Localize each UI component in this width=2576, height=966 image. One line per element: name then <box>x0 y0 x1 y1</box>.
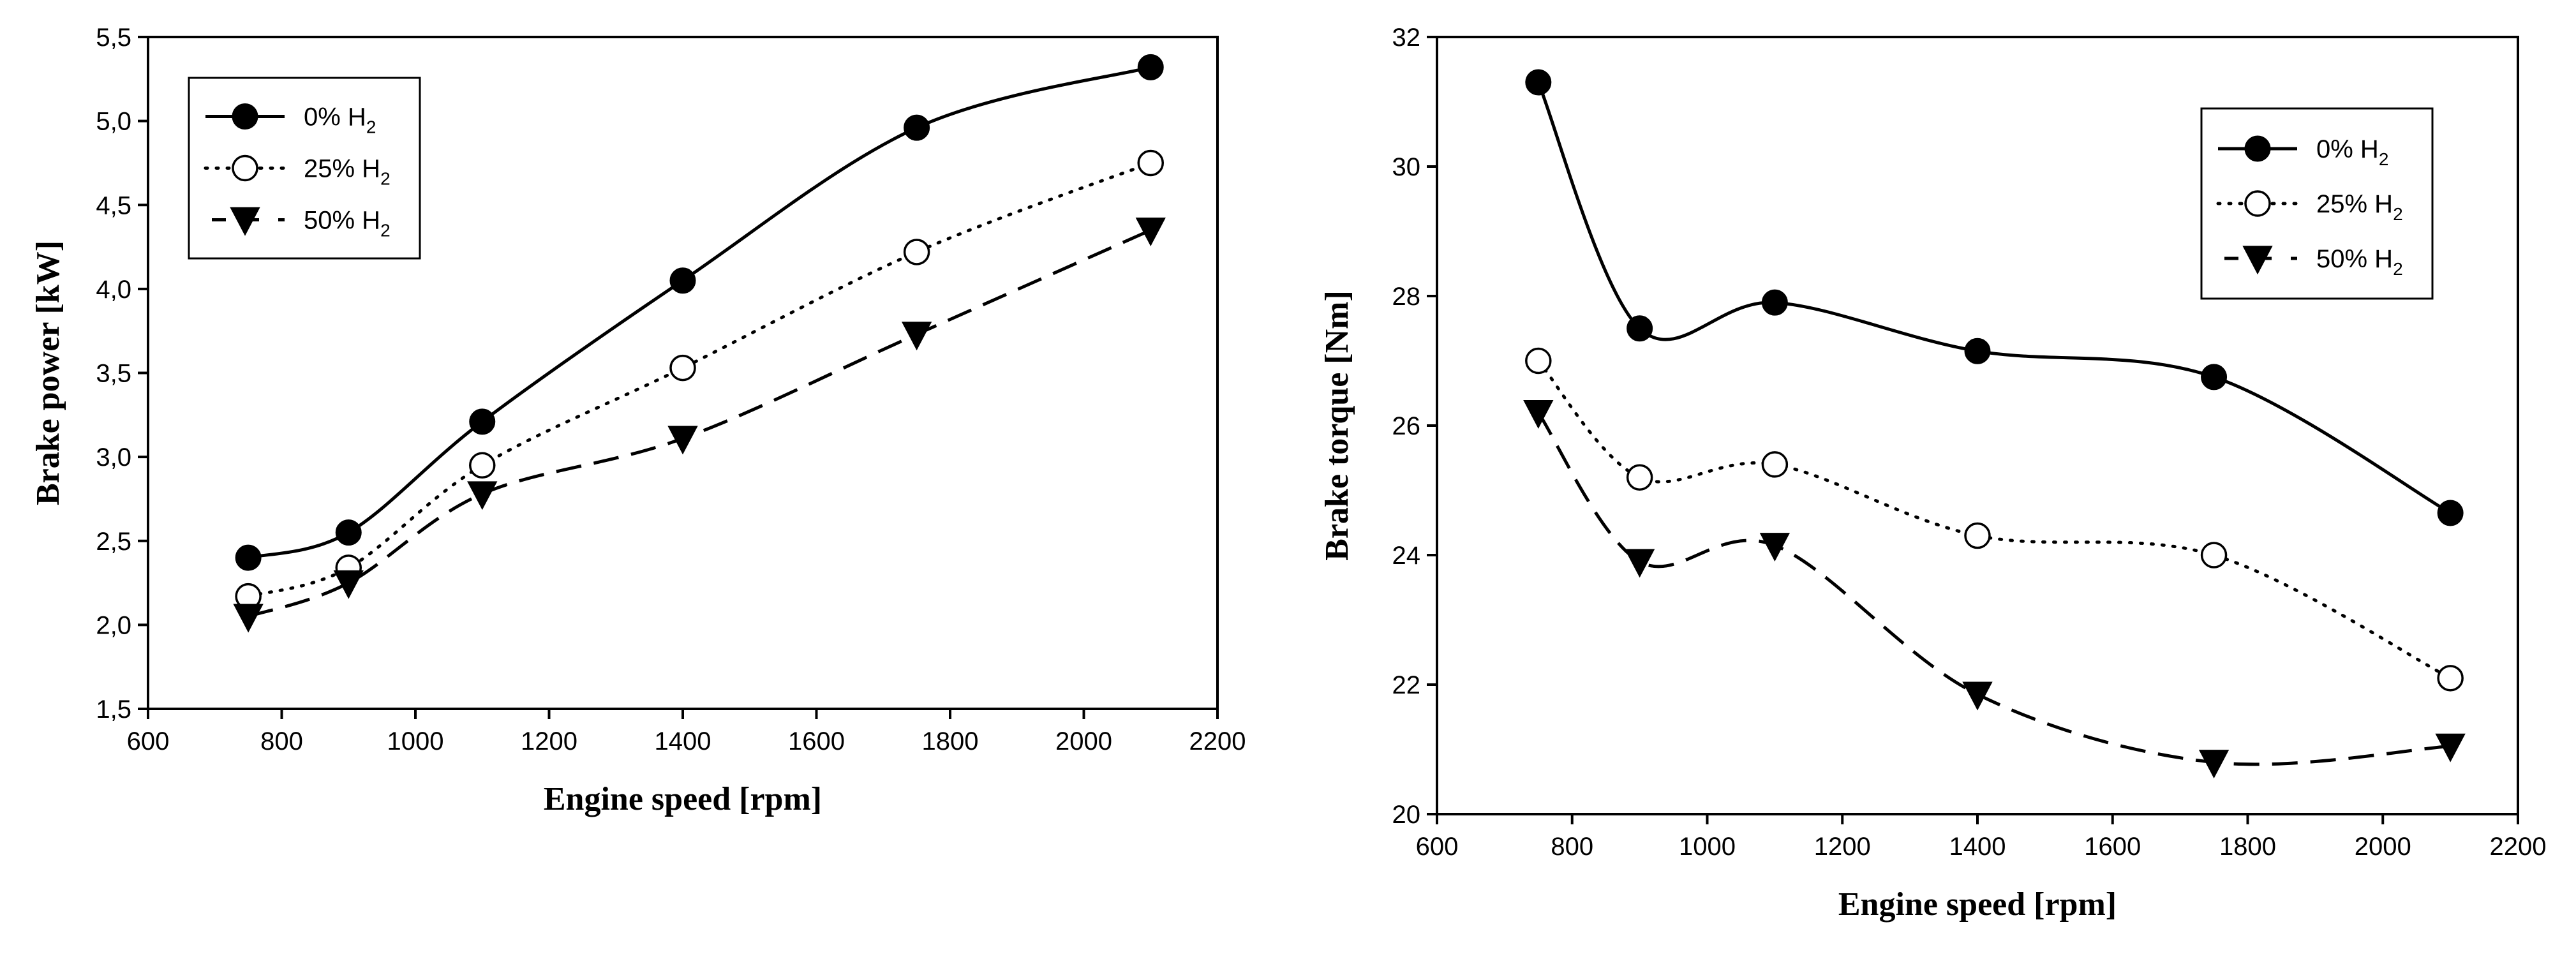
x-tick-label: 600 <box>127 727 170 755</box>
x-tick-label: 2200 <box>2490 833 2547 861</box>
legend-label-subscript: 2 <box>2379 149 2389 169</box>
data-point <box>2437 500 2464 526</box>
x-tick-label: 1800 <box>2219 833 2276 861</box>
data-point <box>1525 347 1552 375</box>
legend-label-subscript: 2 <box>2393 204 2403 224</box>
y-tick-label: 4,0 <box>96 276 131 304</box>
data-point <box>2201 364 2228 390</box>
series-2 <box>1523 400 2466 779</box>
series-line <box>248 228 1152 618</box>
y-tick-label: 2,0 <box>96 611 131 639</box>
x-tick-label: 1600 <box>788 727 845 755</box>
x-tick-label: 2200 <box>1189 727 1246 755</box>
y-tick-label: 24 <box>1392 542 1421 570</box>
x-axis-title: Engine speed [rpm] <box>1838 886 2117 923</box>
data-point <box>2435 733 2466 762</box>
data-point <box>233 604 264 633</box>
y-tick-label: 1,5 <box>96 695 131 724</box>
data-point <box>2437 665 2464 692</box>
x-tick-label: 1200 <box>1814 833 1871 861</box>
data-point <box>469 452 496 479</box>
y-tick-label: 5,5 <box>96 24 131 52</box>
legend-label-subscript: 2 <box>366 117 376 137</box>
x-tick-label: 600 <box>1416 833 1459 861</box>
data-point <box>335 519 362 546</box>
x-tick-label: 2000 <box>1055 727 1112 755</box>
series-line <box>1537 412 2451 766</box>
y-axis-title: Brake power [kW] <box>30 241 66 505</box>
data-point <box>2198 750 2230 779</box>
legend-marker <box>2244 190 2271 217</box>
data-point <box>1624 549 1655 578</box>
y-tick-label: 3,0 <box>96 443 131 472</box>
x-axis-title: Engine speed [rpm] <box>544 781 822 817</box>
y-tick-label: 3,5 <box>96 360 131 388</box>
data-point <box>1135 218 1166 246</box>
brake-torque-chart: 600 800 1000 1200 1400 1600 1800 2000 2200202224… <box>1319 24 2546 923</box>
x-tick-label: 1400 <box>655 727 711 755</box>
data-point <box>1964 522 1991 549</box>
data-point <box>467 481 498 510</box>
data-point <box>1525 69 1552 96</box>
series-0 <box>235 54 1164 571</box>
x-tick-label: 1600 <box>2084 833 2141 861</box>
data-point <box>669 354 696 382</box>
data-point <box>901 322 932 351</box>
x-tick-label: 2000 <box>2355 833 2411 861</box>
data-point <box>1626 464 1653 491</box>
x-tick-label: 800 <box>260 727 303 755</box>
data-point <box>1137 149 1164 177</box>
x-tick-label: 1200 <box>521 727 577 755</box>
brake-power-chart: 600 800 1000 1200 1400 1600 1800 2000 2200 1,5 2,0… <box>30 24 1246 817</box>
y-tick-label: 4,5 <box>96 191 131 219</box>
x-tick-label: 1800 <box>922 727 979 755</box>
data-point <box>333 570 364 599</box>
data-point <box>667 426 698 455</box>
y-tick-label: 28 <box>1392 283 1421 311</box>
data-point <box>2200 542 2228 568</box>
series-line <box>1537 82 2452 515</box>
data-point <box>1962 681 1993 711</box>
y-tick-label: 5,0 <box>96 108 131 136</box>
series-1 <box>1525 347 2464 692</box>
series-line <box>1537 359 2452 680</box>
legend-marker <box>232 103 258 130</box>
legend-marker <box>2244 135 2271 162</box>
x-tick-label: 800 <box>1551 833 1593 861</box>
legend-marker <box>232 154 258 182</box>
x-tick-label: 1400 <box>1949 833 2006 861</box>
legend-marker <box>230 207 260 236</box>
x-tick-label: 1000 <box>1679 833 1736 861</box>
data-point <box>669 267 696 294</box>
data-point <box>1964 338 1991 364</box>
data-point <box>1627 315 1653 342</box>
series-2 <box>233 218 1166 633</box>
data-point <box>904 114 930 141</box>
y-tick-label: 32 <box>1392 24 1421 52</box>
data-point <box>1137 54 1164 80</box>
data-point <box>903 239 930 265</box>
legend-label-subscript: 2 <box>380 221 391 241</box>
y-tick-label: 22 <box>1392 671 1421 699</box>
data-point <box>235 544 262 571</box>
y-axis-title: Brake torque [Nm] <box>1319 290 1355 561</box>
y-tick-label: 26 <box>1392 412 1421 440</box>
y-tick-label: 20 <box>1392 801 1421 829</box>
legend-marker <box>2242 246 2273 275</box>
legend-label-subscript: 2 <box>380 169 391 189</box>
data-point <box>1761 289 1788 316</box>
series-0 <box>1525 69 2464 526</box>
y-tick-label: 2,5 <box>96 528 131 556</box>
y-tick-label: 30 <box>1392 153 1421 181</box>
data-point <box>1761 451 1789 478</box>
legend-label-subscript: 2 <box>2393 259 2403 279</box>
x-tick-label: 1000 <box>387 727 444 755</box>
data-point <box>469 408 496 435</box>
data-point <box>1759 533 1791 562</box>
data-point <box>1523 400 1554 429</box>
